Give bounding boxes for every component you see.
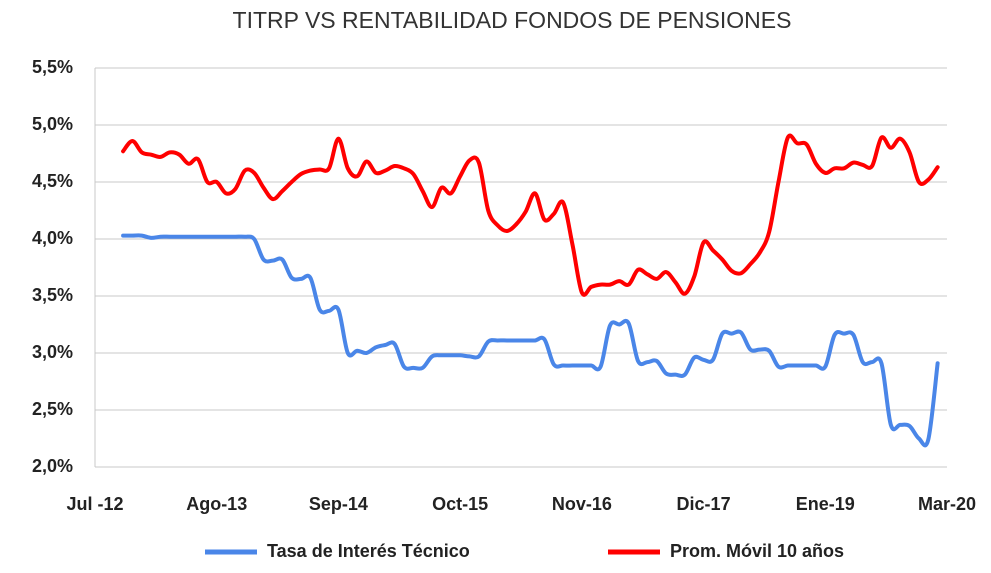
y-tick-label: 4,5%: [32, 171, 73, 191]
y-tick-label: 4,0%: [32, 228, 73, 248]
y-tick-label: 3,5%: [32, 285, 73, 305]
y-tick-label: 5,0%: [32, 114, 73, 134]
y-tick-label: 3,0%: [32, 342, 73, 362]
x-tick-label: Ago-13: [186, 494, 247, 514]
chart-title: TITRP VS RENTABILIDAD FONDOS DE PENSIONE…: [233, 7, 792, 33]
y-tick-label: 5,5%: [32, 57, 73, 77]
legend-label: Tasa de Interés Técnico: [267, 541, 470, 561]
x-tick-label: Jul -12: [66, 494, 123, 514]
x-tick-label: Sep-14: [309, 494, 368, 514]
x-tick-label: Nov-16: [552, 494, 612, 514]
line-series: [121, 233, 940, 448]
y-tick-label: 2,0%: [32, 456, 73, 476]
legend-label: Prom. Móvil 10 años: [670, 541, 844, 561]
x-tick-label: Dic-17: [677, 494, 731, 514]
x-tick-label: Oct-15: [432, 494, 488, 514]
y-tick-label: 2,5%: [32, 399, 73, 419]
x-tick-label: Ene-19: [796, 494, 855, 514]
x-tick-label: Mar-20: [918, 494, 976, 514]
line-series: [121, 133, 940, 297]
